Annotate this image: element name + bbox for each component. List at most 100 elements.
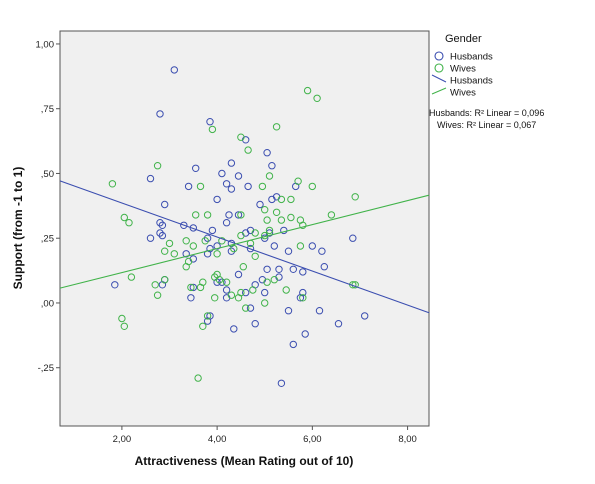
data-point-wives (161, 276, 169, 284)
data-point-husbands (227, 159, 236, 167)
data-point-husbands (234, 270, 243, 279)
data-point-husbands (182, 250, 190, 258)
data-point-husbands (261, 234, 269, 242)
data-point-husbands (244, 182, 252, 191)
data-point-wives (199, 322, 207, 330)
data-point-wives (211, 273, 219, 281)
data-point-husbands (289, 340, 297, 349)
data-point-wives (153, 291, 162, 299)
y-axis-title: Support (from -1 to 1) (11, 167, 25, 290)
wives-r2-annotation: Wives: R² Linear = 0,067 (437, 120, 536, 130)
data-point-wives (120, 322, 129, 330)
data-point-wives (237, 231, 245, 240)
data-point-husbands (251, 320, 259, 328)
data-point-wives (125, 219, 133, 227)
axes-layer: 2,00 4,00 6,00 8,00 -,25 ,00 ,25 ,50 ,75 1,00 (36, 39, 417, 445)
data-point-wives (203, 211, 212, 219)
data-point-wives (213, 250, 221, 258)
data-point-husbands (227, 247, 236, 255)
data-point-husbands (308, 242, 316, 250)
x-tick-label: 2,00 (113, 434, 132, 445)
data-point-wives (187, 283, 195, 292)
data-point-wives (153, 162, 162, 170)
legend-marker-wives (434, 63, 444, 73)
data-point-husbands (256, 200, 264, 209)
data-point-wives (242, 304, 250, 312)
data-point-wives (287, 213, 295, 222)
data-point-wives (230, 244, 238, 253)
data-point-wives (351, 193, 359, 201)
data-point-wives (282, 286, 290, 294)
data-point-wives (127, 273, 136, 281)
data-point-husbands (315, 307, 324, 315)
data-point-husbands (261, 288, 269, 297)
data-point-wives (118, 314, 126, 323)
data-point-wives (265, 172, 274, 180)
data-point-husbands (268, 162, 276, 170)
data-point-wives (218, 237, 226, 245)
legend-title: Gender (445, 33, 482, 45)
x-tick-label: 8,00 (398, 434, 417, 445)
data-point-husbands (246, 244, 255, 253)
plot-area (59, 30, 430, 427)
data-point-husbands (263, 149, 271, 157)
data-point-wives (120, 213, 129, 222)
legend-label-husbands-marker: Husbands (450, 52, 493, 63)
data-point-wives (287, 195, 295, 204)
legend-line-wives (431, 87, 447, 95)
data-point-husbands (289, 265, 297, 273)
data-point-wives (272, 208, 281, 217)
y-tick-label: ,50 (41, 169, 54, 180)
data-point-husbands (158, 221, 167, 230)
data-point-husbands (158, 231, 167, 240)
legend-label-husbands-line: Husbands (450, 76, 493, 87)
data-point-wives (108, 180, 117, 188)
data-point-husbands (334, 320, 343, 328)
data-point-husbands (263, 265, 271, 273)
data-point-wives (227, 291, 236, 299)
x-tick-label: 6,00 (303, 434, 322, 445)
data-point-husbands (170, 66, 179, 74)
data-point-wives (182, 263, 190, 271)
data-point-husbands (206, 118, 214, 126)
data-point-husbands (320, 263, 328, 271)
data-point-wives (303, 86, 312, 95)
data-point-wives (161, 247, 169, 255)
data-point-husbands (213, 195, 221, 204)
data-point-husbands (230, 325, 238, 333)
data-point-wives (213, 270, 221, 279)
data-point-wives (258, 182, 267, 191)
legend-marker-husbands (434, 51, 444, 61)
data-point-wives (244, 146, 252, 154)
data-point-wives (189, 242, 198, 250)
data-point-wives (327, 211, 336, 219)
data-point-wives (308, 182, 316, 191)
data-point-husbands (246, 304, 255, 312)
data-point-husbands (242, 288, 250, 297)
data-point-wives (239, 263, 248, 271)
data-point-wives (294, 177, 302, 185)
data-point-wives (237, 133, 245, 141)
husbands-r2-annotation: Husbands: R² Linear = 0,096 (429, 108, 544, 118)
x-axis-title: Attractiveness (Mean Rating out of 10) (135, 454, 354, 468)
data-point-husbands (180, 221, 188, 230)
data-point-husbands (146, 234, 155, 242)
legend-label-wives-marker: Wives (450, 64, 476, 75)
data-point-husbands (299, 268, 307, 276)
data-point-husbands (225, 211, 233, 219)
data-point-wives (234, 294, 243, 302)
data-point-wives (265, 226, 274, 235)
y-tick-label: -,25 (38, 363, 54, 374)
data-point-husbands (361, 312, 369, 320)
data-point-husbands (203, 234, 212, 242)
data-point-wives (313, 94, 321, 103)
data-point-husbands (156, 229, 164, 237)
legend-line-husbands (431, 74, 447, 83)
data-point-husbands (277, 379, 286, 387)
points-layer (108, 66, 369, 387)
data-point-wives (299, 294, 307, 302)
data-point-wives (251, 252, 259, 260)
data-point-husbands (296, 294, 305, 302)
fit-lines-layer (59, 180, 430, 314)
